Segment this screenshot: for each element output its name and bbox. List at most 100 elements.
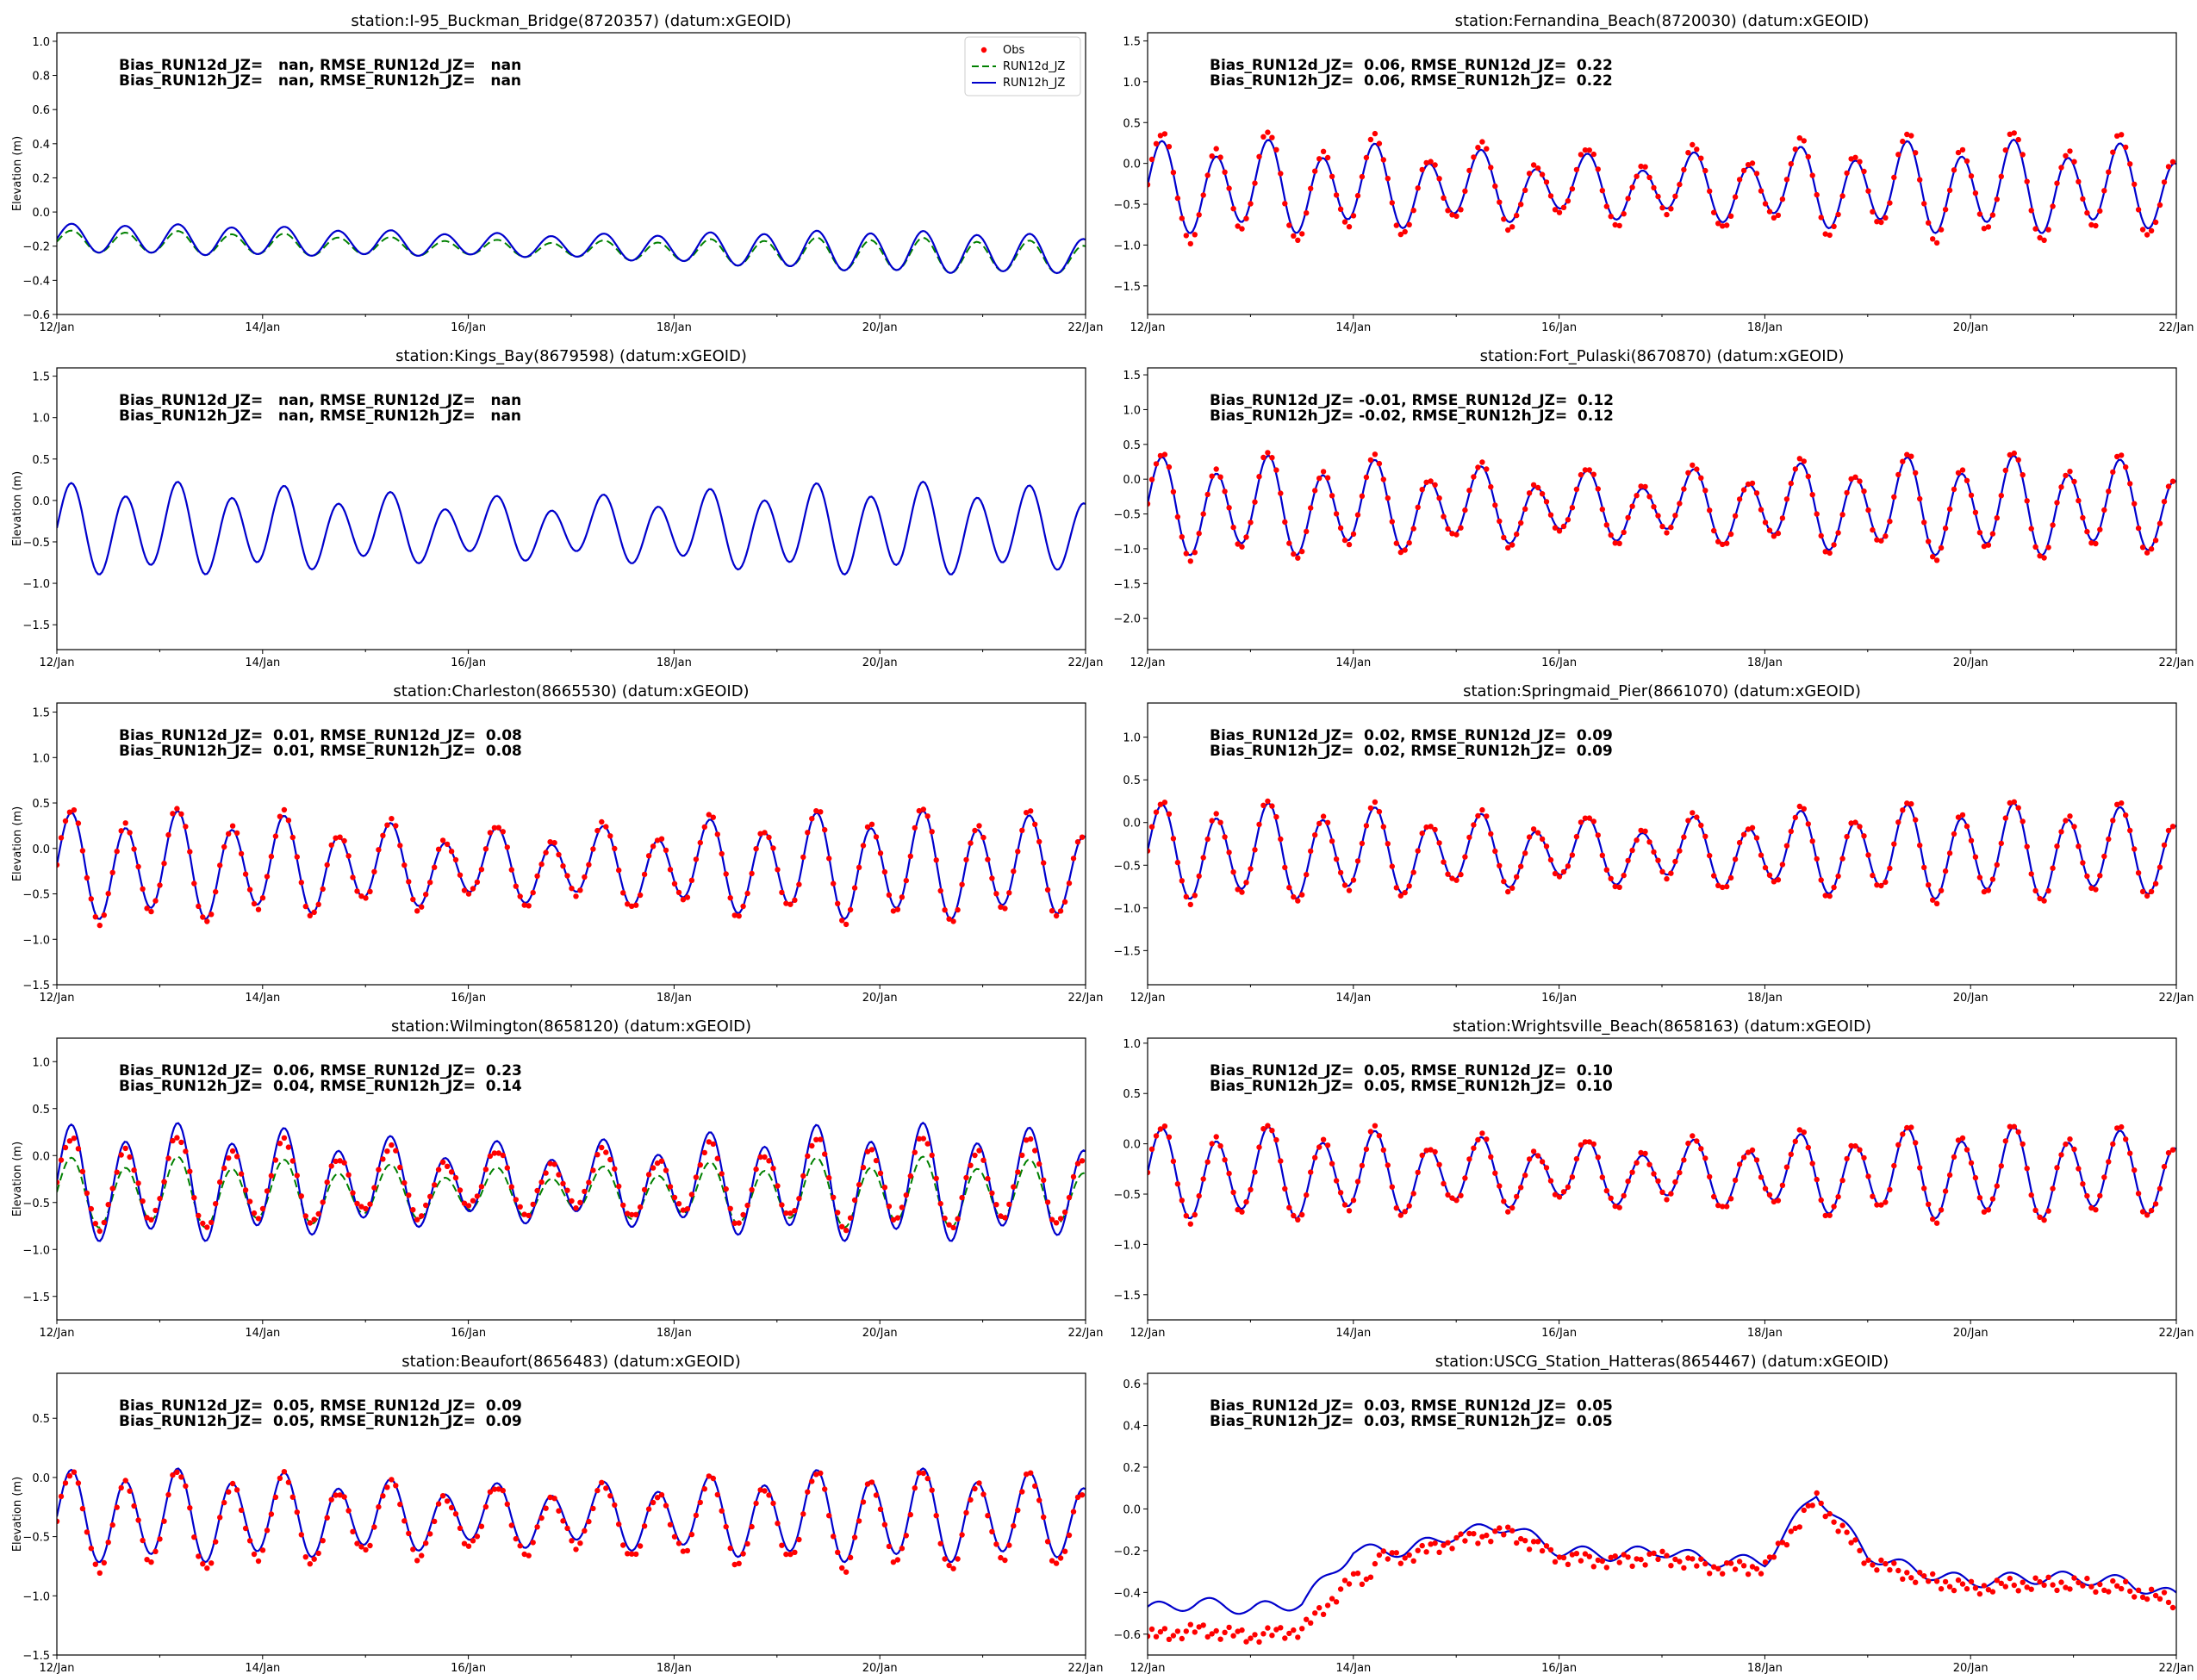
obs-point bbox=[1565, 1561, 1572, 1568]
obs-point bbox=[1707, 852, 1713, 859]
obs-point bbox=[2037, 553, 2043, 559]
obs-point bbox=[1668, 524, 1674, 531]
obs-point bbox=[1848, 476, 1854, 482]
obs-point bbox=[1994, 862, 2000, 868]
obs-point bbox=[607, 833, 613, 839]
obs-point bbox=[2165, 483, 2172, 489]
obs-point bbox=[1556, 874, 1563, 880]
obs-point bbox=[294, 1509, 300, 1515]
obs-point bbox=[886, 892, 893, 899]
obs-point bbox=[650, 1499, 657, 1506]
obs-point bbox=[1964, 477, 1970, 483]
obs-point bbox=[1933, 240, 1940, 246]
x-tick-label: 16/Jan bbox=[451, 992, 486, 1005]
chart-panel: station:Springmaid_Pier(8661070) (datum:… bbox=[1113, 682, 2194, 1005]
obs-point bbox=[1573, 486, 1580, 493]
obs-point bbox=[229, 1148, 236, 1154]
obs-point bbox=[96, 1570, 103, 1577]
obs-point bbox=[1805, 473, 1811, 480]
obs-point bbox=[633, 902, 639, 908]
obs-point bbox=[625, 901, 631, 907]
obs-point bbox=[775, 1521, 781, 1527]
obs-point bbox=[1036, 838, 1042, 845]
obs-point bbox=[1822, 231, 1828, 237]
obs-point bbox=[1453, 1534, 1459, 1541]
obs-point bbox=[757, 1154, 763, 1160]
obs-point bbox=[2002, 1584, 2008, 1590]
y-tick-label: 0.5 bbox=[32, 454, 50, 467]
obs-point bbox=[1530, 482, 1537, 488]
obs-point bbox=[2028, 1586, 2034, 1592]
series-line-run12h bbox=[57, 480, 1086, 576]
obs-point bbox=[2157, 202, 2163, 208]
obs-point bbox=[2088, 221, 2094, 228]
obs-point bbox=[1972, 1585, 1979, 1591]
obs-point bbox=[1333, 856, 1340, 862]
stats-annotation: Bias_RUN12h_JZ= -0.02, RMSE_RUN12h_JZ= 0… bbox=[1210, 408, 1614, 425]
obs-point bbox=[109, 1521, 115, 1528]
obs-point bbox=[1968, 837, 1975, 843]
obs-point bbox=[1917, 1165, 1923, 1171]
obs-point bbox=[101, 1559, 108, 1566]
axes-frame bbox=[56, 1372, 1086, 1656]
stats-annotation: Bias_RUN12h_JZ= 0.05, RMSE_RUN12h_JZ= 0.… bbox=[1210, 1078, 1613, 1095]
obs-point bbox=[1488, 483, 1494, 490]
obs-point bbox=[122, 820, 128, 826]
obs-point bbox=[1646, 1551, 1652, 1558]
obs-point bbox=[1715, 1565, 1721, 1572]
obs-point bbox=[504, 1501, 510, 1508]
obs-point bbox=[710, 1141, 716, 1148]
obs-point bbox=[238, 1507, 245, 1514]
obs-point bbox=[1664, 1197, 1670, 1203]
obs-point bbox=[1376, 140, 1383, 146]
obs-point bbox=[246, 1198, 253, 1204]
obs-point bbox=[2071, 478, 2077, 485]
obs-point bbox=[1599, 507, 1606, 513]
obs-point bbox=[1681, 486, 1687, 492]
obs-point bbox=[697, 839, 703, 846]
obs-point bbox=[2058, 165, 2064, 171]
obs-point bbox=[671, 880, 678, 887]
obs-point bbox=[1492, 1170, 1498, 1176]
obs-point bbox=[315, 1550, 321, 1557]
obs-point bbox=[1036, 1160, 1042, 1167]
obs-point bbox=[414, 1216, 420, 1223]
obs-point bbox=[736, 913, 742, 919]
x-tick-label: 18/Jan bbox=[657, 992, 692, 1005]
obs-point bbox=[1578, 471, 1584, 478]
x-tick-label: 12/Jan bbox=[1130, 1662, 1166, 1675]
obs-point bbox=[1471, 1531, 1477, 1537]
obs-point bbox=[1488, 831, 1494, 837]
plot-area bbox=[1148, 1123, 2176, 1227]
obs-point bbox=[770, 845, 776, 851]
obs-point bbox=[1711, 873, 1717, 879]
obs-point bbox=[1002, 1215, 1008, 1221]
obs-point bbox=[1814, 1176, 1820, 1183]
y-tick-label: 1.0 bbox=[32, 36, 50, 49]
obs-point bbox=[1779, 515, 1786, 521]
obs-point bbox=[1629, 1563, 1635, 1570]
obs-point bbox=[1556, 1194, 1563, 1200]
y-tick-label: −1.5 bbox=[22, 619, 50, 632]
obs-point bbox=[1964, 1586, 1970, 1592]
obs-point bbox=[358, 893, 364, 899]
axes-frame bbox=[1147, 32, 2177, 315]
obs-point bbox=[1771, 533, 1777, 539]
obs-point bbox=[586, 1518, 592, 1525]
obs-point bbox=[1187, 1621, 1194, 1627]
obs-point bbox=[148, 1216, 154, 1223]
obs-point bbox=[663, 1503, 669, 1509]
obs-point bbox=[517, 1204, 523, 1210]
obs-point bbox=[2032, 1207, 2038, 1214]
obs-point bbox=[1732, 1566, 1739, 1572]
obs-point bbox=[448, 1504, 455, 1511]
obs-point bbox=[1049, 1558, 1055, 1564]
obs-point bbox=[363, 1205, 369, 1212]
obs-point bbox=[1638, 1149, 1644, 1156]
obs-point bbox=[1397, 1212, 1404, 1218]
obs-point bbox=[1501, 1198, 1507, 1204]
obs-point bbox=[482, 1167, 489, 1173]
obs-point bbox=[178, 1139, 184, 1146]
obs-point bbox=[1204, 836, 1211, 843]
obs-point bbox=[1410, 1191, 1416, 1197]
